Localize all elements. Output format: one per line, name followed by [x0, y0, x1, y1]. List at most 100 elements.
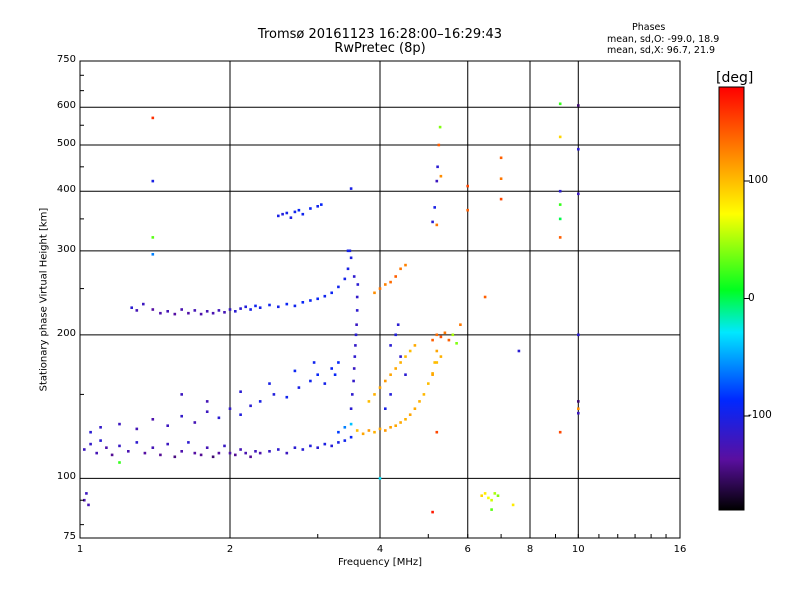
- data-point: [349, 187, 353, 190]
- data-point: [228, 451, 232, 455]
- data-point: [499, 156, 503, 160]
- y-tick-label: 75: [63, 531, 76, 542]
- data-point: [443, 331, 447, 335]
- data-point: [239, 307, 242, 310]
- data-point: [118, 444, 121, 448]
- data-point: [577, 147, 580, 151]
- data-point: [293, 210, 297, 214]
- x-tick-label: 8: [526, 544, 534, 555]
- data-point: [356, 283, 360, 286]
- data-point: [437, 143, 441, 147]
- data-point: [301, 448, 305, 451]
- data-point: [87, 503, 90, 507]
- data-point: [389, 426, 392, 429]
- data-point: [343, 426, 347, 429]
- data-point: [333, 373, 337, 376]
- data-point: [173, 312, 177, 316]
- chart-title: Tromsø 20161123 16:28:00–16:29:43: [257, 27, 503, 42]
- data-point: [301, 301, 305, 304]
- data-point: [394, 275, 397, 278]
- data-point: [166, 310, 169, 313]
- data-point: [435, 430, 439, 434]
- data-point: [187, 441, 190, 444]
- data-point: [234, 453, 237, 457]
- data-point: [187, 311, 190, 315]
- data-point: [330, 291, 333, 295]
- data-point: [89, 430, 92, 434]
- y-tick-label: 300: [56, 243, 76, 255]
- data-point: [166, 442, 169, 446]
- data-point: [487, 496, 490, 500]
- data-point: [199, 312, 203, 316]
- data-point: [205, 410, 209, 413]
- data-point: [323, 294, 327, 298]
- data-point: [205, 446, 209, 449]
- colorbar-ticks: [744, 180, 750, 417]
- data-point: [354, 333, 358, 337]
- data-point: [330, 367, 333, 370]
- data-point: [343, 439, 347, 442]
- data-point: [389, 344, 392, 347]
- stats-line-o: mean, sd,O: -99.0, 18.9: [607, 34, 720, 45]
- data-point: [254, 450, 257, 453]
- data-point: [268, 382, 271, 385]
- colorbar-unit-label: [deg]: [716, 70, 754, 86]
- data-point: [399, 421, 402, 424]
- data-point: [367, 429, 371, 432]
- data-point: [173, 455, 177, 459]
- data-point: [435, 179, 439, 183]
- data-point: [180, 308, 183, 311]
- data-point: [297, 208, 301, 212]
- data-point: [281, 212, 284, 216]
- data-point: [483, 492, 487, 495]
- data-point: [355, 429, 359, 432]
- data-point: [205, 400, 209, 403]
- data-point: [413, 344, 417, 347]
- data-point: [337, 361, 340, 364]
- data-point: [309, 379, 312, 383]
- y-tick-label: 750: [56, 54, 76, 65]
- data-point: [418, 400, 421, 403]
- data-point: [466, 184, 469, 188]
- data-point: [404, 373, 407, 376]
- data-point: [289, 216, 293, 219]
- data-point: [127, 450, 130, 453]
- data-point: [408, 349, 412, 353]
- data-point: [558, 189, 562, 193]
- data-point: [352, 367, 356, 370]
- x-tick-label: 2: [226, 544, 234, 555]
- data-point: [348, 249, 352, 253]
- data-point: [151, 446, 155, 449]
- data-point: [151, 253, 155, 256]
- data-point: [408, 413, 412, 416]
- colorbar: [718, 86, 745, 511]
- data-point: [258, 306, 262, 309]
- stats-line-x: mean, sd,X: 96.7, 21.9: [607, 45, 716, 56]
- data-point: [277, 305, 280, 309]
- data-point: [480, 494, 483, 497]
- x-tick-label: 1: [76, 544, 84, 555]
- colorbar-tick-label: 100: [748, 174, 769, 186]
- data-point: [389, 393, 392, 396]
- data-point: [217, 416, 221, 420]
- data-point: [353, 355, 357, 358]
- data-point: [352, 379, 355, 383]
- data-point: [439, 335, 443, 339]
- data-point: [349, 407, 353, 410]
- data-point: [427, 382, 430, 385]
- data-point: [244, 451, 247, 455]
- data-point: [211, 311, 215, 315]
- data-point: [496, 494, 500, 497]
- x-tick-label: 10: [571, 544, 585, 555]
- data-point: [151, 179, 155, 183]
- data-point: [384, 379, 387, 383]
- data-point: [389, 280, 392, 284]
- data-point: [285, 211, 289, 215]
- data-point: [277, 214, 280, 218]
- data-point: [378, 427, 382, 431]
- data-point: [346, 267, 350, 271]
- data-point: [118, 461, 121, 464]
- data-point: [404, 418, 407, 421]
- data-point: [258, 451, 262, 455]
- data-point: [373, 291, 376, 295]
